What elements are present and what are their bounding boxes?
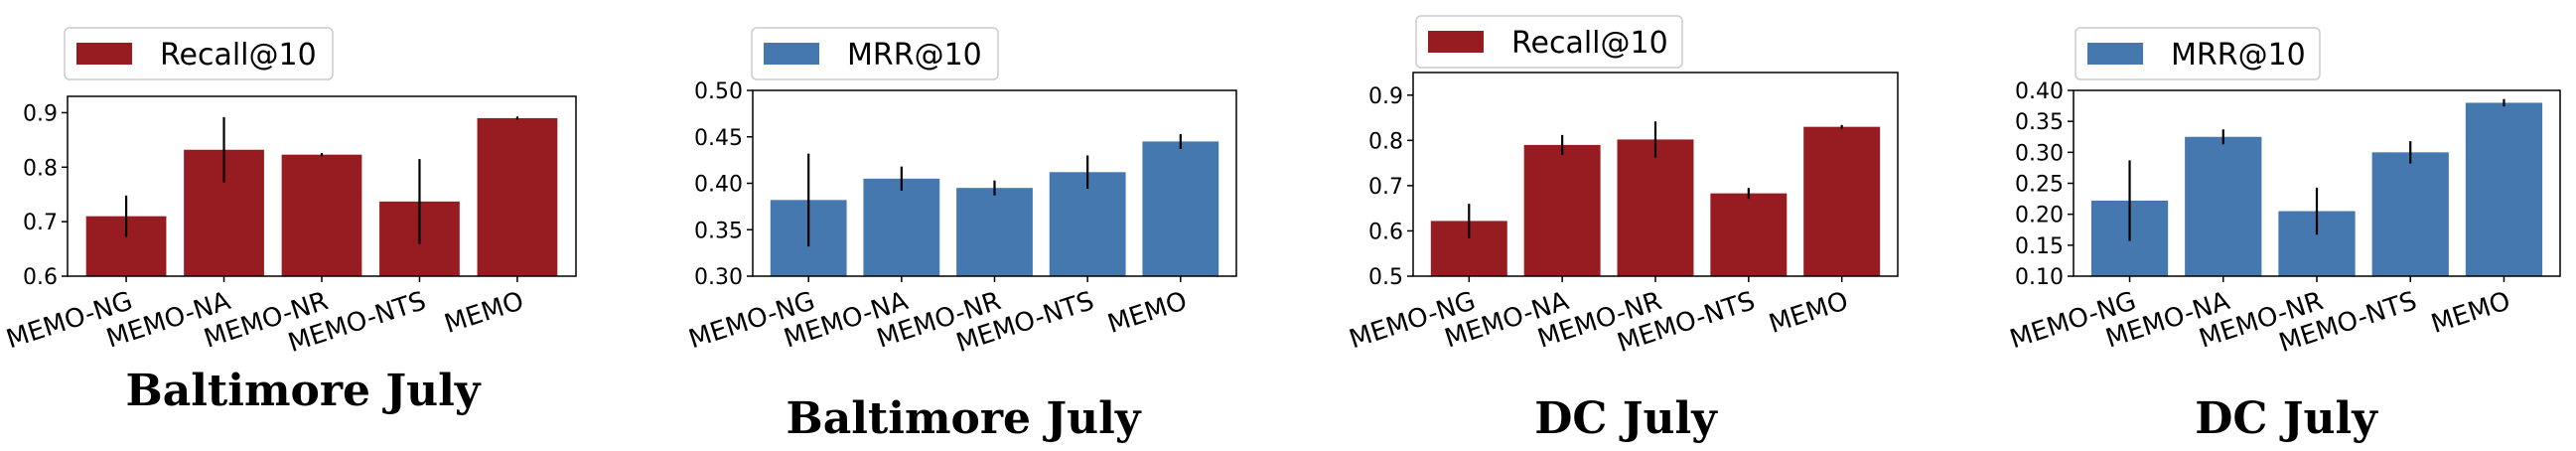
panel-caption: DC July <box>2195 393 2378 444</box>
y-tick-label: 0.5 <box>1368 265 1403 290</box>
panel-caption: Baltimore July <box>787 393 1142 444</box>
y-tick-label: 0.8 <box>1368 129 1403 154</box>
bar-memo <box>477 117 558 276</box>
legend: MRR@10 <box>2075 27 2321 80</box>
legend-label: Recall@10 <box>1511 26 1668 61</box>
bar-memo-nts <box>2371 152 2449 276</box>
bar-memo-na <box>1523 144 1601 276</box>
y-tick-label: 0.20 <box>2015 204 2064 228</box>
plot-frame <box>67 95 577 277</box>
bar-memo-nts <box>1049 172 1126 276</box>
y-tick-label: 0.45 <box>694 126 743 151</box>
bar-memo-nts <box>1710 193 1788 276</box>
x-tick-label: MEMO <box>1104 286 1191 340</box>
legend-box <box>1415 15 1683 69</box>
x-tick-label: MEMO <box>1766 286 1852 340</box>
legend-swatch <box>76 43 132 65</box>
y-tick-label: 0.6 <box>23 265 58 290</box>
x-tick-label: MEMO <box>2428 286 2514 340</box>
bar-memo <box>2465 102 2543 276</box>
y-tick-label: 0.25 <box>2015 173 2064 198</box>
y-tick-label: 0.40 <box>2015 79 2064 104</box>
legend: MRR@10 <box>751 27 999 80</box>
y-tick-label: 0.10 <box>2015 265 2064 290</box>
y-tick-label: 0.30 <box>2015 141 2064 166</box>
panel-caption: DC July <box>1534 393 1718 444</box>
y-tick-label: 0.35 <box>2015 110 2064 135</box>
y-tick-label: 0.6 <box>1368 220 1403 244</box>
y-tick-label: 0.15 <box>2015 234 2064 259</box>
legend-swatch <box>2087 43 2143 65</box>
y-tick-label: 0.9 <box>23 101 58 126</box>
y-tick-label: 0.40 <box>694 173 743 198</box>
legend: Recall@10 <box>64 27 334 80</box>
bar-memo-na <box>2185 136 2262 276</box>
y-tick-label: 0.7 <box>1368 175 1403 200</box>
bar-memo <box>1803 126 1881 277</box>
legend-label: MRR@10 <box>847 38 982 73</box>
y-tick-label: 0.7 <box>23 211 58 235</box>
y-tick-label: 0.30 <box>694 265 743 290</box>
y-tick-label: 0.9 <box>1368 84 1403 109</box>
legend-swatch <box>764 43 819 65</box>
y-tick-label: 0.35 <box>694 219 743 243</box>
y-tick-label: 0.8 <box>23 156 58 181</box>
bar-memo <box>1142 141 1219 276</box>
bar-memo-nr <box>956 188 1033 276</box>
x-tick-label: MEMO <box>441 286 527 340</box>
legend-box <box>64 27 334 80</box>
plot-frame <box>1412 72 1899 277</box>
y-tick-label: 0.50 <box>694 79 743 104</box>
legend-label: MRR@10 <box>2171 38 2306 73</box>
legend-box <box>751 27 999 80</box>
legend: Recall@10 <box>1415 15 1683 69</box>
bar-memo-na <box>863 178 940 276</box>
bar-memo-nr <box>281 154 362 276</box>
legend-label: Recall@10 <box>160 38 317 73</box>
panel-caption: Baltimore July <box>126 366 482 416</box>
legend-box <box>2075 27 2321 80</box>
legend-swatch <box>1428 31 1484 53</box>
bar-memo-nr <box>1617 139 1694 276</box>
